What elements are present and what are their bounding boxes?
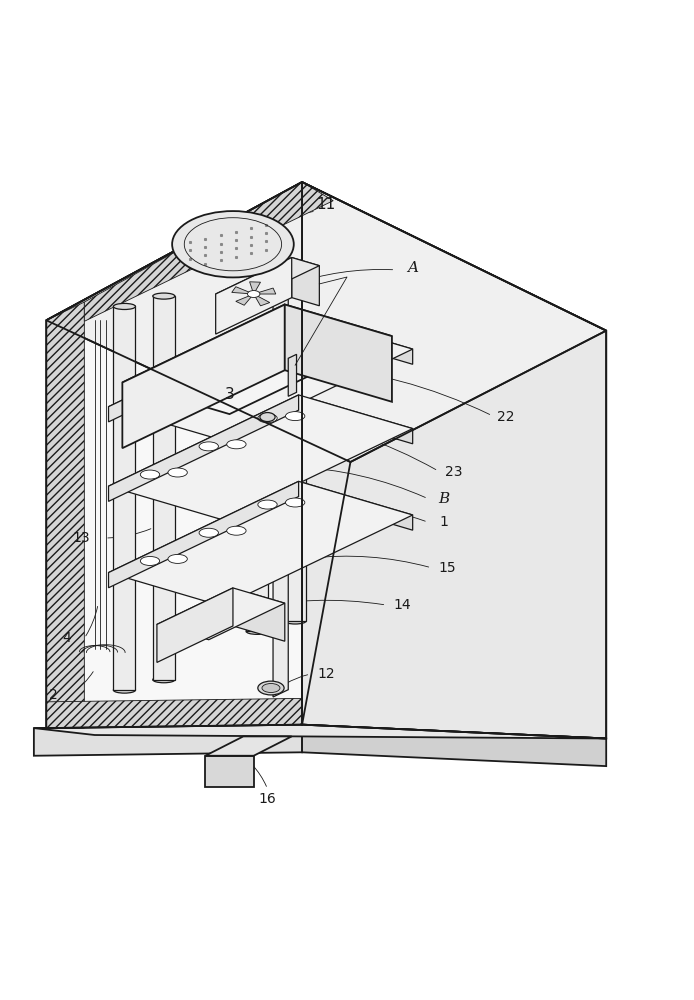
Polygon shape	[122, 305, 285, 448]
Ellipse shape	[113, 687, 135, 693]
Ellipse shape	[285, 412, 305, 421]
Polygon shape	[34, 725, 606, 738]
Text: 23: 23	[446, 465, 463, 479]
Polygon shape	[298, 481, 413, 530]
Polygon shape	[108, 481, 413, 606]
Ellipse shape	[246, 359, 268, 365]
Ellipse shape	[248, 291, 260, 297]
Text: A: A	[407, 261, 418, 275]
Polygon shape	[34, 725, 302, 756]
Text: 13: 13	[72, 531, 90, 545]
Ellipse shape	[199, 528, 219, 537]
Text: 22: 22	[497, 410, 515, 424]
Polygon shape	[285, 305, 392, 402]
Polygon shape	[46, 698, 302, 728]
Polygon shape	[46, 182, 302, 728]
Polygon shape	[254, 294, 270, 306]
Ellipse shape	[258, 500, 277, 509]
Polygon shape	[298, 315, 413, 364]
Polygon shape	[122, 305, 392, 414]
Polygon shape	[108, 395, 298, 501]
Ellipse shape	[258, 414, 277, 423]
Ellipse shape	[285, 332, 305, 341]
Text: 2: 2	[49, 688, 58, 702]
Ellipse shape	[140, 556, 160, 565]
Polygon shape	[108, 315, 298, 422]
Ellipse shape	[227, 440, 246, 449]
Text: 3: 3	[225, 387, 235, 402]
Ellipse shape	[284, 348, 306, 354]
Polygon shape	[273, 237, 288, 697]
Polygon shape	[291, 258, 319, 306]
Ellipse shape	[140, 391, 160, 400]
Polygon shape	[216, 258, 319, 302]
Text: 16: 16	[259, 792, 276, 806]
Polygon shape	[246, 362, 268, 631]
Polygon shape	[284, 351, 306, 621]
Text: 14: 14	[393, 598, 411, 612]
Polygon shape	[113, 306, 135, 690]
Text: B: B	[438, 492, 450, 506]
Ellipse shape	[168, 389, 187, 398]
Polygon shape	[236, 294, 254, 305]
Ellipse shape	[227, 360, 246, 369]
Ellipse shape	[246, 628, 268, 634]
Ellipse shape	[140, 470, 160, 479]
Polygon shape	[302, 182, 606, 738]
Ellipse shape	[113, 303, 135, 309]
Ellipse shape	[153, 293, 175, 299]
Ellipse shape	[273, 238, 288, 243]
Ellipse shape	[199, 442, 219, 451]
Text: 15: 15	[439, 561, 456, 575]
Text: 12: 12	[317, 667, 335, 681]
Polygon shape	[46, 302, 85, 728]
Ellipse shape	[227, 526, 246, 535]
Polygon shape	[232, 287, 254, 294]
Text: 1: 1	[439, 515, 448, 529]
Text: 11: 11	[316, 197, 336, 212]
Polygon shape	[298, 395, 413, 444]
Polygon shape	[205, 736, 291, 756]
Polygon shape	[233, 588, 285, 641]
Polygon shape	[288, 354, 296, 396]
Ellipse shape	[262, 684, 280, 693]
Polygon shape	[254, 288, 276, 294]
Polygon shape	[205, 756, 254, 787]
Ellipse shape	[168, 468, 187, 477]
Polygon shape	[46, 182, 606, 462]
Ellipse shape	[258, 334, 277, 343]
Polygon shape	[216, 258, 291, 334]
Ellipse shape	[284, 618, 306, 624]
Polygon shape	[302, 725, 606, 766]
Ellipse shape	[168, 554, 187, 563]
Polygon shape	[157, 588, 285, 640]
Text: 4: 4	[62, 631, 71, 645]
Ellipse shape	[260, 413, 275, 422]
Ellipse shape	[258, 681, 284, 695]
Polygon shape	[250, 282, 260, 294]
Polygon shape	[108, 395, 413, 520]
Ellipse shape	[172, 211, 294, 277]
Ellipse shape	[285, 498, 305, 507]
Polygon shape	[153, 296, 175, 680]
Ellipse shape	[153, 677, 175, 683]
Ellipse shape	[199, 362, 219, 371]
Polygon shape	[108, 315, 413, 440]
Polygon shape	[85, 182, 333, 321]
Polygon shape	[157, 588, 233, 662]
Polygon shape	[108, 481, 298, 588]
